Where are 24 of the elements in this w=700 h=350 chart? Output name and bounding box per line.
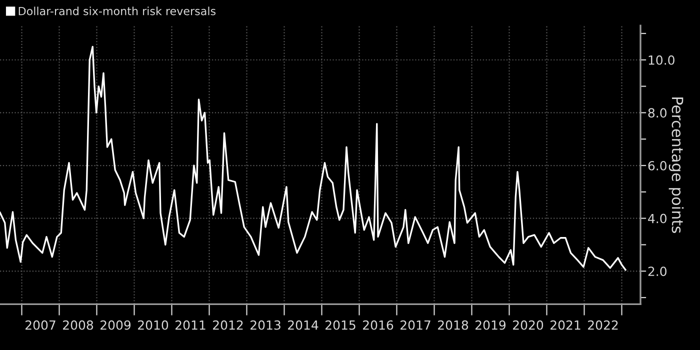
x-tick-label: 2010 <box>138 320 168 330</box>
x-tick-label: 2014 <box>288 320 318 330</box>
y-tick-label: 4.0 <box>648 214 666 224</box>
x-tick-label: 2020 <box>513 320 544 330</box>
x-tick-label: 2022 <box>588 320 618 330</box>
x-tick-label: 2019 <box>476 320 506 330</box>
x-tick-label: 2011 <box>176 320 206 330</box>
legend-label: Dollar-rand six-month risk reversals <box>18 6 216 16</box>
y-tick-label: 8.0 <box>648 108 666 118</box>
x-tick-label: 2017 <box>400 320 430 330</box>
line-series <box>0 46 626 271</box>
x-tick-label: 2008 <box>63 320 94 330</box>
x-tick-label: 2016 <box>363 320 394 330</box>
x-tick-label: 2013 <box>250 320 280 330</box>
x-tick-label: 2021 <box>550 320 580 330</box>
x-tick-label: 2012 <box>213 320 243 330</box>
x-tick-label: 2018 <box>438 320 468 330</box>
x-tick-label: 2015 <box>326 320 356 330</box>
y-tick-label: 2.0 <box>648 266 666 276</box>
y-tick-label: 10.0 <box>648 55 674 65</box>
y-tick-label: 6.0 <box>648 160 666 170</box>
x-tick-label: 2007 <box>26 320 56 330</box>
x-tick-label: 2009 <box>100 320 131 330</box>
y-axis-title: Percentage points <box>668 97 684 233</box>
